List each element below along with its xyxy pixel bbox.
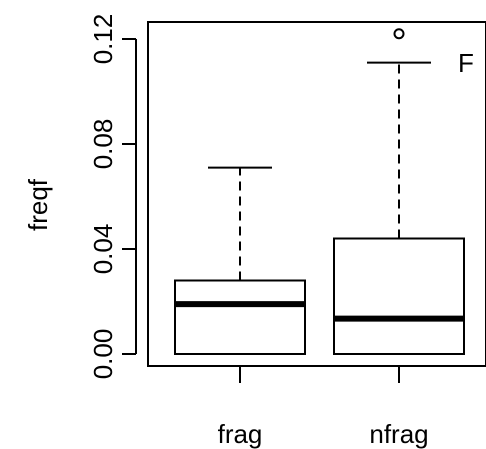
y-axis: 0.00 0.04 0.08 0.12 — [88, 14, 137, 380]
y-tick-label: 0.12 — [88, 14, 118, 65]
plot-frame — [147, 21, 486, 367]
x-tick-label: nfrag — [369, 419, 428, 449]
x-tick-label: frag — [218, 419, 263, 449]
x-axis: frag nfrag — [218, 365, 429, 449]
box-iqr — [174, 279, 306, 355]
y-tick-label: 0.00 — [88, 329, 118, 380]
box-frag — [174, 166, 306, 355]
outlier-point — [393, 28, 405, 40]
box-nfrag — [333, 28, 465, 355]
panel-label: F — [458, 48, 474, 78]
y-tick-label: 0.04 — [88, 224, 118, 275]
box-iqr — [333, 237, 465, 355]
y-tick-label: 0.08 — [88, 119, 118, 170]
box-series — [174, 28, 465, 355]
y-axis-title: freqf — [23, 178, 53, 231]
